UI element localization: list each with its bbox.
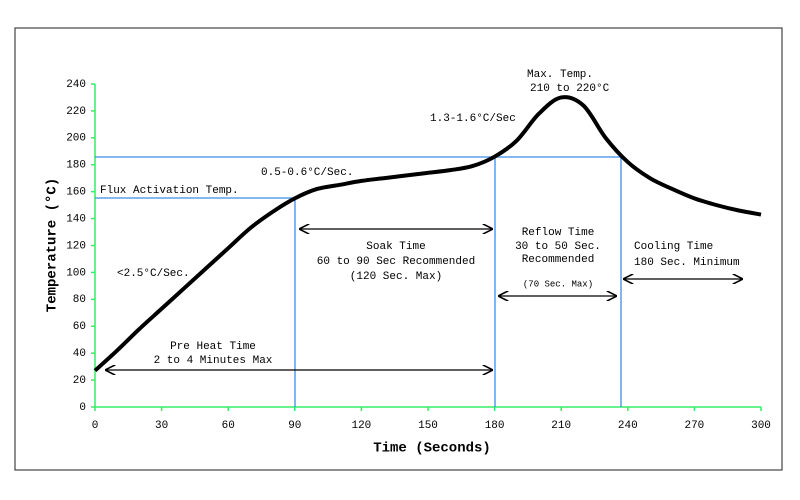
annotation: Recommended <box>522 254 595 266</box>
y-tick-label: 220 <box>66 106 86 118</box>
annotation: 0.5-0.6°C/Sec. <box>261 167 353 179</box>
annotation: Pre Heat Time <box>170 341 256 353</box>
y-tick-label: 100 <box>66 267 86 279</box>
x-tick-label: 30 <box>155 420 168 432</box>
annotation: 210 to 220°C <box>530 83 610 95</box>
profile-line <box>93 95 762 373</box>
x-tick-label: 300 <box>751 420 771 432</box>
y-tick-label: 60 <box>73 321 86 333</box>
annotation: <2.5°C/Sec. <box>117 268 190 280</box>
annotation: 180 Sec. Minimum <box>634 257 740 269</box>
x-tick-label: 240 <box>618 420 638 432</box>
annotation: 2 to 4 Minutes Max <box>154 355 273 367</box>
x-axis-label: Time (Seconds) <box>373 441 491 457</box>
plot-area: 0 20 40 60 80 100 120 140 160 180 200 220 240 0 30 60 90… <box>66 79 771 432</box>
annotation: 60 to 90 Sec Recommended <box>317 256 475 268</box>
y-tick-label: 160 <box>66 187 86 199</box>
y-tick-label: 0 <box>79 402 86 414</box>
x-tick-label: 120 <box>351 420 371 432</box>
y-tick-label: 80 <box>73 294 86 306</box>
annotation: (120 Sec. Max) <box>350 271 442 283</box>
x-tick-label: 270 <box>684 420 704 432</box>
y-tick-label: 200 <box>66 133 86 145</box>
x-tick-label: 60 <box>222 420 235 432</box>
annotation: Flux Activation Temp. <box>100 185 239 197</box>
frame <box>14 27 783 471</box>
annotation: Soak Time <box>366 241 425 253</box>
y-tick-label: 140 <box>66 213 86 225</box>
annotation: 1.3-1.6°C/Sec <box>430 113 516 125</box>
annotation: 30 to 50 Sec. <box>515 241 601 253</box>
annotation: (70 Sec. Max) <box>523 279 593 289</box>
annotation: Max. Temp. <box>527 69 593 81</box>
y-tick-label: 40 <box>73 348 86 360</box>
annotation: Reflow Time <box>522 227 595 239</box>
x-tick-label: 180 <box>485 420 505 432</box>
x-tick-label: 150 <box>418 420 438 432</box>
x-tick-label: 210 <box>551 420 571 432</box>
y-axis-label: Temperature (°C) <box>45 178 61 312</box>
y-tick-label: 20 <box>73 375 86 387</box>
x-tick-label: 90 <box>288 420 301 432</box>
y-tick-label: 180 <box>66 160 86 172</box>
x-tick-label: 0 <box>92 420 99 432</box>
y-tick-label: 120 <box>66 240 86 252</box>
y-tick-label: 240 <box>66 79 86 91</box>
annotation: Cooling Time <box>634 241 713 253</box>
